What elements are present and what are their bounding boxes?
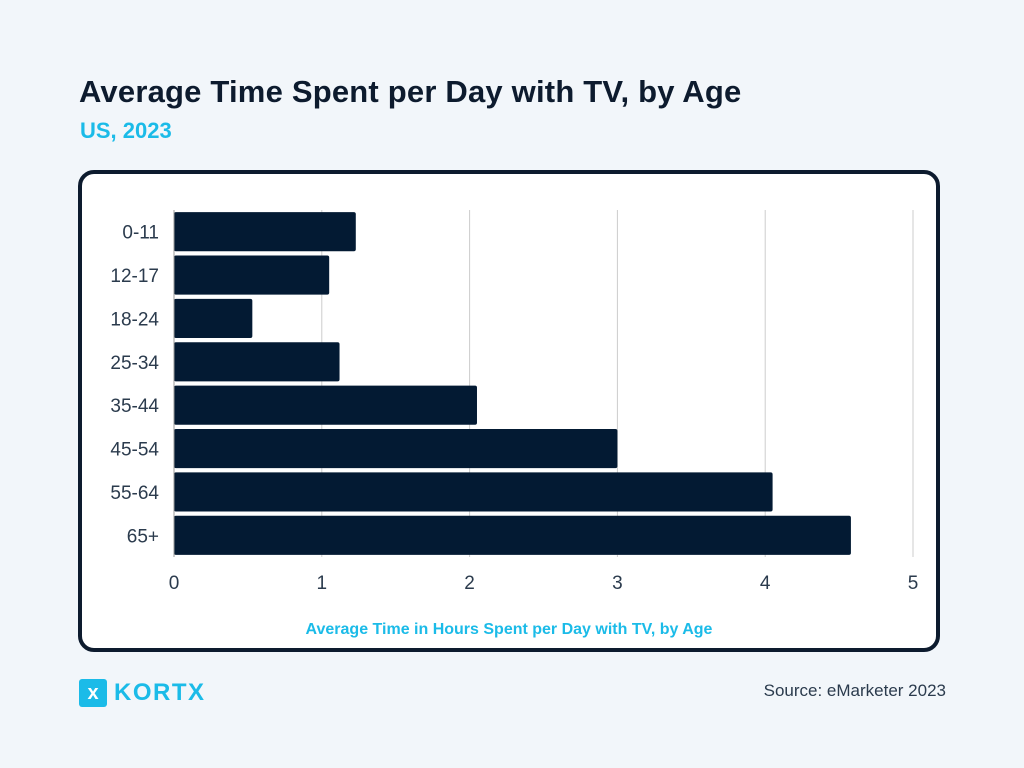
bar-chart: 0 1 2 3 4 5 0-11 12-17 18-24 25-34 35-44 45-54 55-64… — [110, 210, 919, 594]
x-tick-label: 5 — [908, 573, 919, 594]
x-axis-title: Average Time in Hours Spent per Day with… — [305, 621, 713, 638]
bar-18-24 — [174, 298, 253, 338]
x-tick-label: 4 — [760, 573, 771, 594]
chart-subtitle: US, 2023 — [80, 118, 172, 143]
y-category-label: 12-17 — [110, 266, 159, 287]
bar-12-17 — [174, 255, 330, 295]
logo-text: KORTX — [114, 679, 206, 706]
bar-0-11 — [174, 212, 356, 252]
y-category-label: 25-34 — [110, 353, 159, 374]
x-tick-label: 3 — [612, 573, 623, 594]
bar-35-44 — [174, 385, 477, 425]
bar-55-64 — [174, 472, 773, 512]
y-category-label: 18-24 — [110, 309, 159, 330]
y-category-label: 45-54 — [110, 440, 159, 461]
source-note: Source: eMarketer 2023 — [763, 681, 946, 700]
y-category-label: 0-11 — [122, 223, 159, 244]
y-category-label: 35-44 — [110, 396, 159, 417]
chart-title: Average Time Spent per Day with TV, by A… — [79, 74, 742, 109]
bar-45-54 — [174, 429, 618, 469]
x-tick-label: 1 — [317, 573, 328, 594]
y-category-label: 55-64 — [110, 483, 159, 504]
x-tick-label: 2 — [464, 573, 475, 594]
bar-25-34 — [174, 342, 340, 382]
x-tick-label: 0 — [169, 573, 180, 594]
y-category-label: 65+ — [127, 526, 159, 547]
chart-card: 0 1 2 3 4 5 0-11 12-17 18-24 25-34 35-44 45-54 55-64… — [78, 170, 940, 652]
logo-x-icon: x — [79, 679, 107, 707]
kortx-logo: x KORTX — [79, 678, 206, 708]
bar-65+ — [174, 515, 851, 555]
